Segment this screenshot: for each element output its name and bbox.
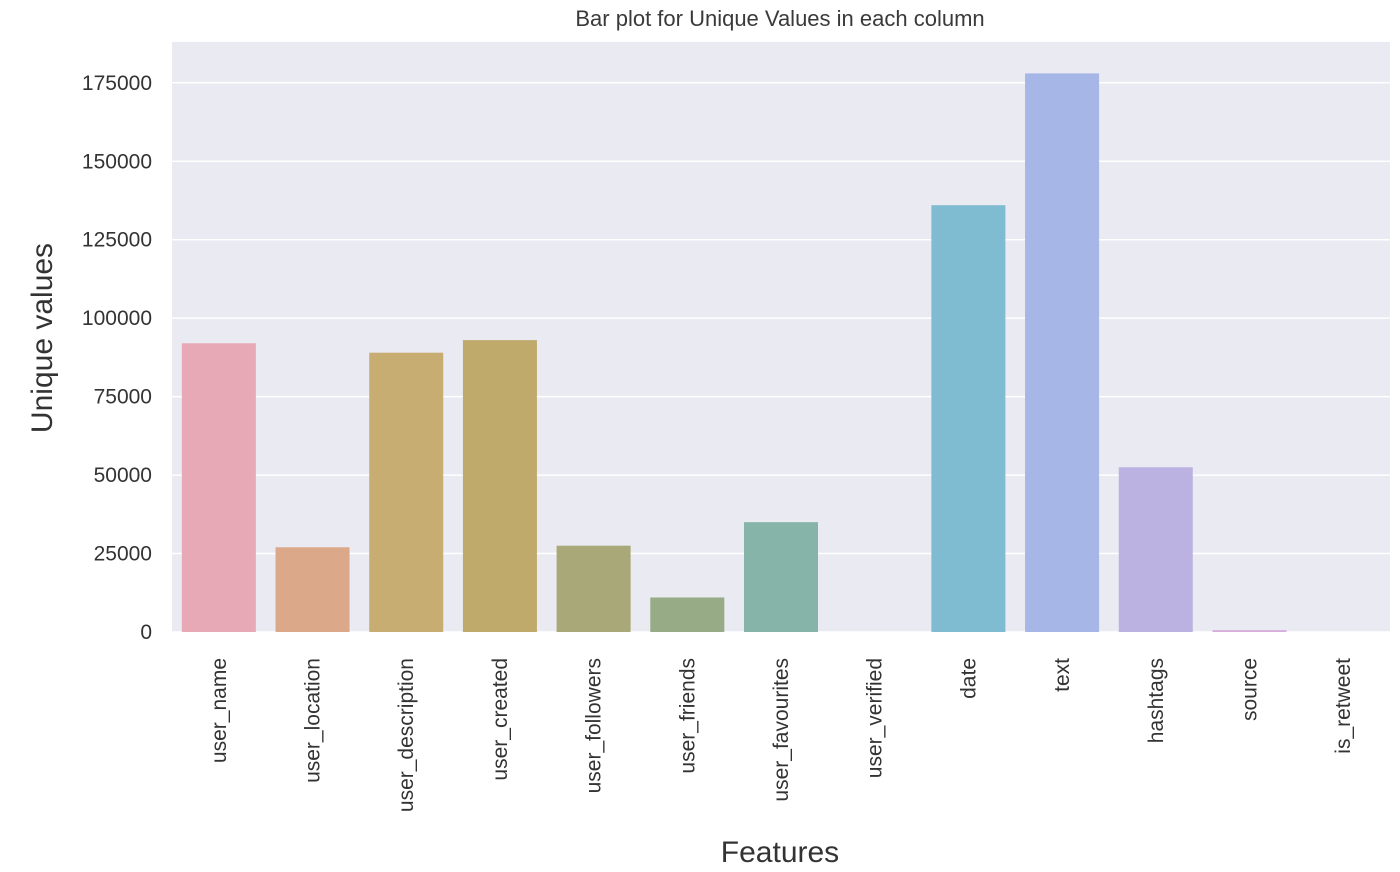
x-tick-label: is_retweet [1332, 658, 1355, 754]
x-axis-label: Features [721, 836, 839, 869]
y-tick-label: 25000 [94, 543, 152, 566]
y-axis-label: Unique values [26, 243, 59, 433]
bar-user-friends [650, 597, 725, 632]
bar-hashtags [1118, 467, 1193, 632]
y-tick-label: 100000 [82, 307, 152, 330]
y-tick-label: 75000 [94, 386, 152, 409]
chart-title: Bar plot for Unique Values in each colum… [575, 6, 984, 31]
x-tick-label: text [1051, 658, 1074, 692]
bar-text [1025, 73, 1100, 632]
x-tick-label: user_location [302, 658, 325, 783]
y-tick-label: 175000 [82, 72, 152, 95]
bars [181, 73, 1381, 633]
x-tick-label: source [1238, 658, 1261, 721]
bar-date [931, 205, 1006, 633]
x-tick-label: user_name [208, 658, 231, 763]
bar-user-favourites [743, 522, 819, 632]
x-tick-label: hashtags [1145, 658, 1168, 743]
bar-user-location [275, 547, 350, 632]
bar-user-description [369, 352, 444, 632]
x-tick-label: user_followers [583, 658, 606, 793]
y-tick-label: 150000 [82, 150, 152, 173]
y-tick-label: 50000 [94, 464, 152, 487]
x-tick-label: user_description [395, 658, 418, 812]
bar-user-followers [556, 545, 631, 632]
x-tick-label: user_favourites [770, 658, 793, 802]
x-tick-label: user_verified [864, 658, 887, 778]
y-tick-label: 125000 [82, 229, 152, 252]
bar-user-name [181, 343, 256, 632]
bar-user-created [462, 340, 537, 632]
x-tick-label: user_created [489, 658, 512, 781]
x-tick-label: date [957, 658, 980, 699]
x-tick-label: user_friends [676, 658, 699, 774]
y-tick-labels: 0 25000 50000 75000 100000 125000 150000 175000 [82, 72, 152, 644]
y-tick-label: 0 [140, 621, 152, 644]
x-tick-labels: user_name user_location user_description us… [208, 658, 1355, 812]
bar-source [1212, 630, 1287, 632]
